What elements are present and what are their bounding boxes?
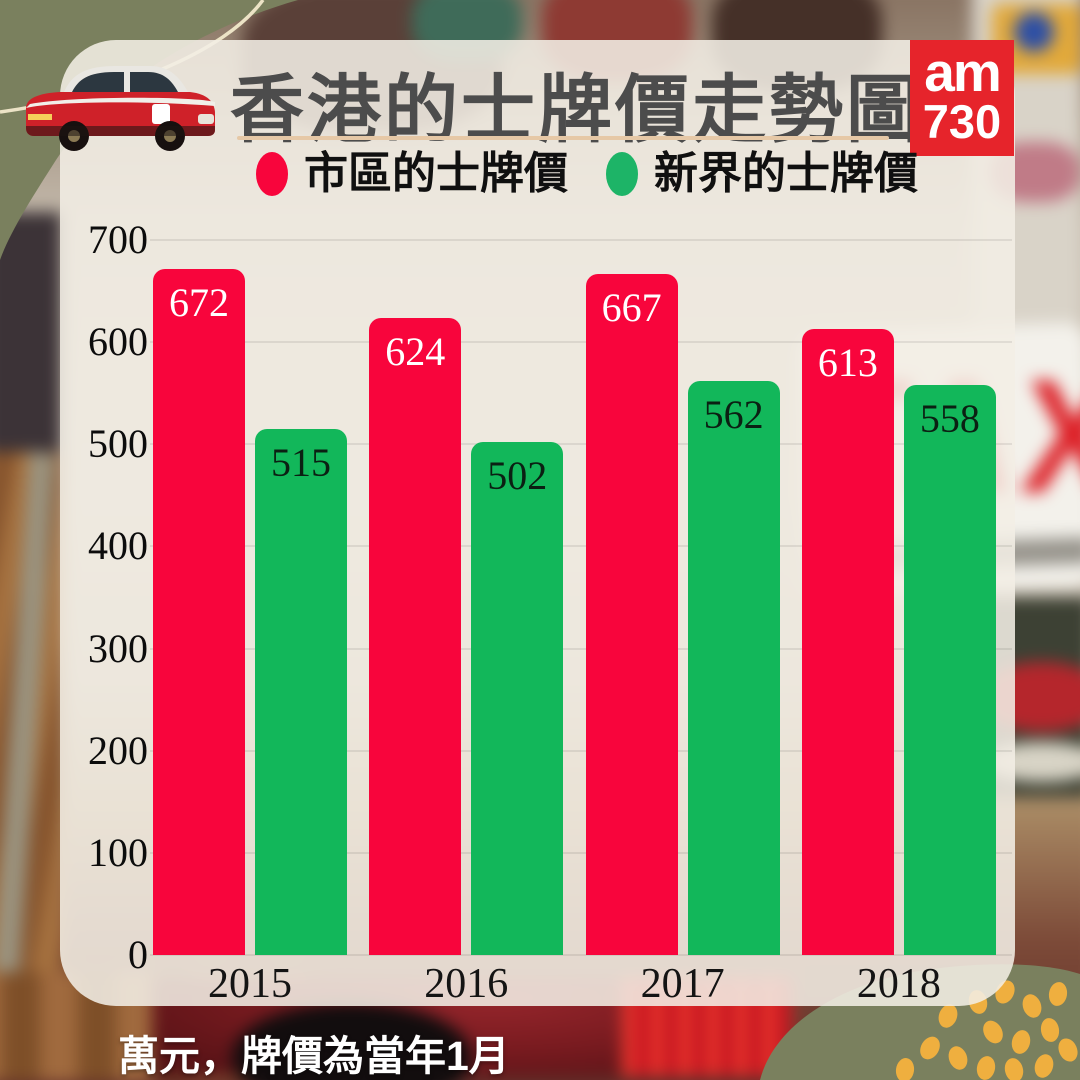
bar-value-label: 667 [601, 284, 662, 330]
title-underline [237, 136, 889, 140]
bar-新界的士牌價-2017: 562 [687, 380, 780, 955]
am730-logo-am: am [924, 41, 1002, 103]
x-tick-label: 2018 [856, 961, 941, 1007]
bar-value-label: 515 [271, 439, 331, 485]
gridline-0 [150, 954, 1012, 956]
photo-blur-shape [0, 212, 62, 482]
photo-street-sign-circle [1014, 12, 1054, 52]
bar-市區的士牌價-2017: 667 [585, 273, 678, 955]
y-tick-label: 0 [128, 932, 148, 977]
x-tick-label: 2016 [424, 961, 509, 1007]
y-tick-label: 700 [88, 217, 148, 262]
y-tick-label: 300 [88, 625, 148, 671]
gold-dots-pattern [895, 980, 1078, 1080]
bar-新界的士牌價-2018: 558 [903, 385, 996, 955]
am730-logo: am 730 [910, 40, 1014, 156]
bar-市區的士牌價-2015: 672 [153, 268, 245, 955]
gridline-200 [150, 749, 1012, 752]
y-tick-label: 600 [88, 319, 148, 365]
legend-item-urban: 市區的士牌價 [256, 152, 568, 196]
y-tick-label: 100 [88, 829, 148, 875]
nt-legend-label: 新界的士牌價 [654, 149, 918, 198]
page-title: 香港的士牌價走勢圖 [230, 68, 923, 151]
bar-value-label: 624 [385, 328, 446, 374]
unit-footnote: 萬元，牌價為當年1月 [118, 1033, 510, 1079]
gridline-400 [150, 545, 1012, 548]
bar-value-label: 502 [487, 453, 548, 499]
am730-logo-730: 730 [922, 95, 1002, 148]
taxi-icon [26, 66, 215, 151]
urban-legend-dot [256, 152, 288, 196]
bar-新界的士牌價-2016: 502 [471, 442, 564, 955]
urban-legend-label: 市區的士牌價 [304, 149, 568, 198]
legend-item-new-territories: 新界的士牌價 [606, 152, 918, 196]
bar-市區的士牌價-2018: 613 [801, 328, 894, 955]
bar-市區的士牌價-2016: 624 [369, 317, 462, 955]
x-tick-label: 2017 [640, 961, 725, 1007]
y-tick-label: 500 [88, 421, 148, 467]
gridline-600 [150, 341, 1012, 344]
bar-value-label: 613 [817, 339, 878, 385]
gridline-300 [150, 647, 1012, 650]
y-tick-label: 200 [88, 727, 148, 773]
olive-blob-bottom-right [760, 964, 1080, 1080]
nt-legend-dot [606, 152, 638, 196]
bar-value-label: 558 [919, 396, 980, 442]
bar-value-label: 672 [169, 279, 229, 325]
gridline-100 [150, 851, 1012, 854]
bar-新界的士牌價-2015: 515 [255, 428, 347, 955]
gridline-500 [150, 443, 1012, 446]
x-tick-label: 2015 [208, 961, 292, 1007]
gridline-700 [150, 239, 1012, 241]
bar-value-label: 562 [703, 391, 764, 437]
y-tick-label: 400 [88, 523, 148, 569]
